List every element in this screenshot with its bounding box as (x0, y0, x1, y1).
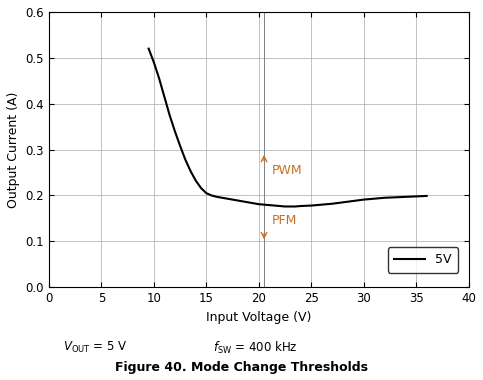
Y-axis label: Output Current (A): Output Current (A) (7, 92, 20, 208)
Legend: 5V: 5V (388, 247, 458, 273)
Text: Figure 40. Mode Change Thresholds: Figure 40. Mode Change Thresholds (115, 361, 368, 374)
Text: PWM: PWM (271, 164, 302, 177)
Text: $f_\mathrm{SW}$ = 400 kHz: $f_\mathrm{SW}$ = 400 kHz (213, 340, 297, 356)
Text: PFM: PFM (271, 214, 297, 227)
Text: $V_\mathrm{OUT}$ = 5 V: $V_\mathrm{OUT}$ = 5 V (63, 340, 127, 355)
X-axis label: Input Voltage (V): Input Voltage (V) (206, 311, 312, 324)
